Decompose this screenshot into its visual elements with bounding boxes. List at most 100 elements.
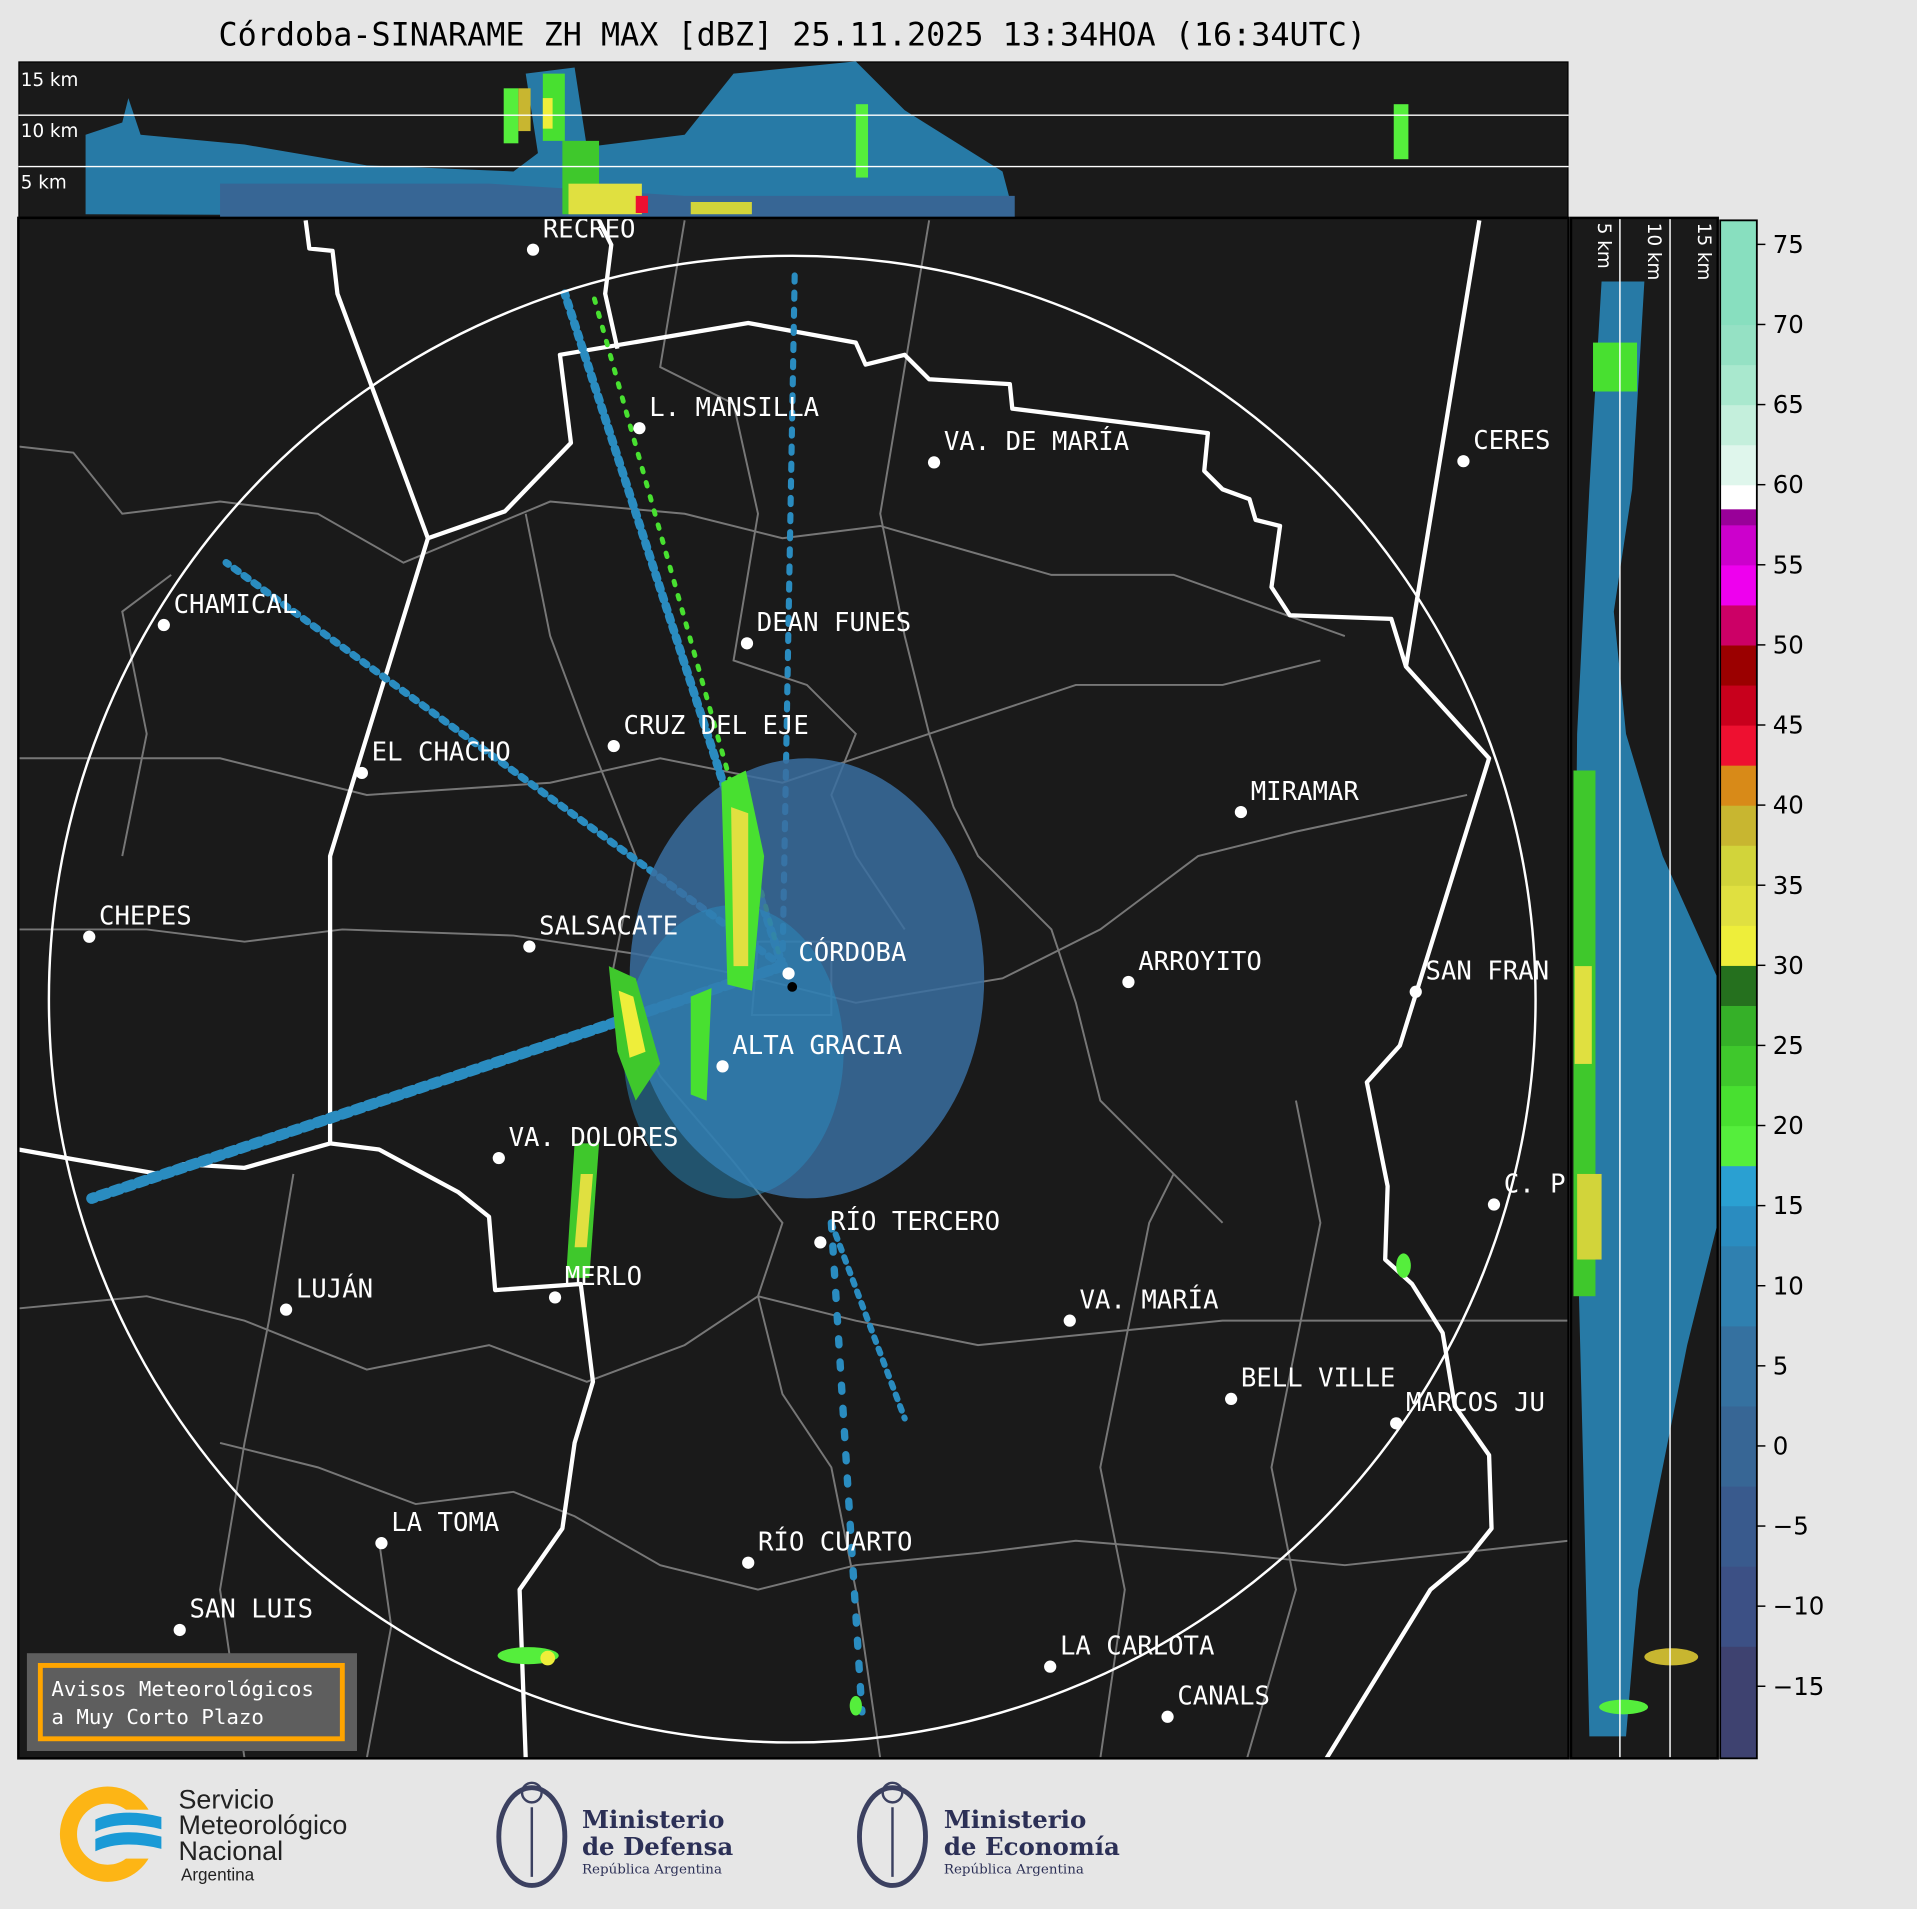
- city-marker: LA TOMA: [375, 1508, 499, 1550]
- city-marker: SAN FRAN: [1409, 957, 1549, 998]
- city-label: VA. DE MARÍA: [944, 425, 1129, 457]
- city-dot: [1234, 805, 1248, 819]
- colorbar-tick-label: 40: [1773, 791, 1804, 820]
- height-label-5km: 5 km: [21, 173, 67, 194]
- city-dot: [740, 637, 754, 650]
- colorbar-bin: [1720, 1646, 1757, 1759]
- city-marker: CANALS: [1161, 1682, 1270, 1723]
- colorbar-bin: [1720, 1045, 1757, 1087]
- city-dot: [1044, 1660, 1057, 1673]
- economia-line-2: de Economía: [944, 1832, 1120, 1861]
- city-marker: C. P: [1487, 1169, 1566, 1211]
- city-marker: BELL VILLE: [1225, 1364, 1395, 1406]
- city-dot: [1409, 985, 1422, 998]
- colorbar-tick-label: 50: [1773, 630, 1804, 659]
- defensa-line-1: Ministerio: [582, 1805, 724, 1834]
- city-label: CÓRDOBA: [798, 936, 906, 968]
- colorbar-bin: [1720, 1325, 1757, 1407]
- city-label: ALTA GRACIA: [732, 1031, 902, 1061]
- colorbar-bin: [1720, 324, 1757, 366]
- city-marker: MARCOS JU: [1390, 1388, 1545, 1430]
- colorbar-tick-label: 70: [1773, 310, 1804, 339]
- city-dot: [548, 1291, 562, 1304]
- city-dot: [1390, 1417, 1403, 1430]
- city-dot: [173, 1623, 186, 1637]
- colorbar-bin: [1720, 724, 1757, 766]
- city-marker: ARROYITO: [1122, 947, 1262, 989]
- city-marker: MIRAMAR: [1234, 777, 1359, 819]
- colorbar-bin: [1720, 965, 1757, 1006]
- colorbar-bin: [1720, 1205, 1757, 1247]
- colorbar-tick-label: 15: [1773, 1191, 1804, 1220]
- city-marker: SAN LUIS: [173, 1595, 313, 1637]
- city-label: CRUZ DEL EJE: [624, 711, 809, 741]
- defensa-logo: Ministerio de Defensa República Argentin…: [496, 1781, 733, 1888]
- colorbar-bin: [1720, 644, 1757, 686]
- city-dot: [633, 422, 646, 435]
- city-marker: RÍO TERCERO: [814, 1205, 1000, 1249]
- colorbar-bin: [1720, 1085, 1757, 1127]
- smn-line-4: Argentina: [181, 1866, 255, 1885]
- city-marker: CERES: [1457, 426, 1550, 468]
- side-height-label-10km: 10 km: [1643, 223, 1664, 281]
- city-label: EL CHACHO: [372, 738, 511, 768]
- city-dot: [814, 1236, 827, 1249]
- colorbar-tick-label: 5: [1773, 1351, 1789, 1380]
- city-dot: [1487, 1198, 1501, 1211]
- colorbar-tick-label: 35: [1773, 871, 1804, 900]
- city-dot: [375, 1537, 388, 1550]
- colorbar-tick-label: 75: [1773, 230, 1804, 259]
- colorbar-bin: [1720, 1485, 1757, 1567]
- colorbar-tick-label: 0: [1773, 1431, 1789, 1460]
- city-label: VA. DOLORES: [509, 1123, 679, 1153]
- warning-box[interactable]: Avisos Meteorológicos a Muy Corto Plazo: [26, 1653, 357, 1752]
- colorbar-bin: [1720, 404, 1757, 446]
- city-marker: CRUZ DEL EJE: [607, 711, 809, 753]
- top-height-panel: 15 km 10 km 5 km: [18, 61, 1569, 218]
- colorbar-bin: [1720, 364, 1757, 406]
- side-height-label-15km: 15 km: [1693, 223, 1714, 281]
- height-label-10km: 10 km: [21, 121, 79, 142]
- city-label: LUJÁN: [296, 1272, 373, 1304]
- city-dot: [742, 1556, 755, 1569]
- colorbar-bin: [1720, 1245, 1757, 1327]
- city-dot: [1161, 1710, 1174, 1723]
- city-label: CANALS: [1177, 1682, 1270, 1712]
- defensa-line-3: República Argentina: [582, 1862, 722, 1877]
- city-dot: [526, 243, 540, 256]
- city-marker: LA CARLOTA: [1044, 1631, 1214, 1673]
- city-label: RÍO CUARTO: [758, 1526, 912, 1558]
- colorbar-tick-label: 65: [1773, 390, 1804, 419]
- city-markers: RECREO L. MANSILLA VA. DE MARÍA CERES CHAMIC…: [83, 218, 1566, 1723]
- city-dot: [716, 1060, 729, 1073]
- city-dot: [523, 940, 536, 953]
- city-label: RÍO TERCERO: [830, 1205, 1000, 1237]
- colorbar-bin: [1720, 444, 1757, 486]
- radar-map[interactable]: RECREO L. MANSILLA VA. DE MARÍA CERES CHAMIC…: [18, 214, 1569, 1759]
- side-height-label-5km: 5 km: [1593, 223, 1614, 269]
- city-dot: [355, 766, 368, 780]
- smn-line-3: Nacional: [178, 1836, 283, 1866]
- city-label: MERLO: [565, 1262, 642, 1292]
- city-label: LA CARLOTA: [1060, 1631, 1214, 1661]
- colorbar-bin: [1720, 684, 1757, 726]
- colorbar-bin: [1720, 1405, 1757, 1487]
- city-dot: [607, 739, 620, 753]
- colorbar-bin: [1720, 1125, 1757, 1167]
- economia-line-1: Ministerio: [944, 1805, 1086, 1834]
- city-dot: [279, 1303, 293, 1316]
- colorbar-bin: [1720, 484, 1757, 510]
- city-marker: RÍO CUARTO: [742, 1526, 912, 1569]
- city-marker: VA. MARÍA: [1063, 1283, 1219, 1327]
- city-marker: CÓRDOBA: [782, 936, 906, 980]
- city-dot: [83, 930, 96, 943]
- colorbar-tick-label: 20: [1773, 1111, 1804, 1140]
- city-dot: [1225, 1392, 1238, 1406]
- city-dot: [157, 618, 170, 632]
- colorbar-bin: [1720, 508, 1757, 526]
- city-marker: DEAN FUNES: [740, 608, 911, 650]
- city-label: BELL VILLE: [1241, 1364, 1395, 1394]
- city-dot: [1457, 455, 1470, 468]
